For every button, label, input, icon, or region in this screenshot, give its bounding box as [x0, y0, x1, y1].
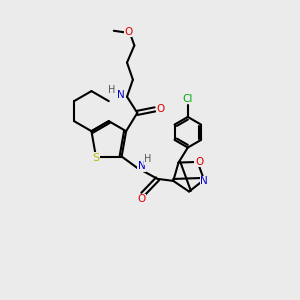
Text: N: N: [137, 161, 145, 171]
Text: N: N: [200, 176, 208, 186]
Text: O: O: [195, 157, 203, 167]
Text: Cl: Cl: [183, 94, 193, 104]
Text: N: N: [117, 90, 125, 100]
Text: O: O: [156, 104, 164, 114]
Text: S: S: [92, 153, 100, 163]
Text: O: O: [137, 194, 146, 205]
Text: O: O: [124, 27, 133, 37]
Text: H: H: [108, 85, 116, 95]
Text: H: H: [145, 154, 152, 164]
